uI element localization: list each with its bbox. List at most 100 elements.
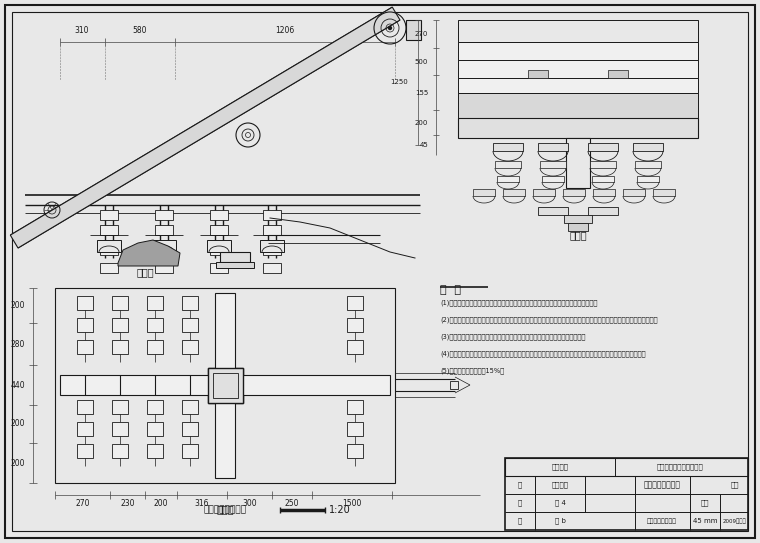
Bar	[458, 93, 698, 118]
Bar	[147, 400, 163, 414]
Bar	[210, 263, 228, 273]
Bar	[347, 296, 363, 310]
Bar	[147, 422, 163, 436]
Bar	[182, 296, 198, 310]
Text: (5)木材含水率不得超过15%。: (5)木材含水率不得超过15%。	[440, 367, 504, 374]
Bar	[347, 444, 363, 458]
Text: 440: 440	[11, 381, 25, 389]
Bar	[112, 296, 128, 310]
Bar	[60, 375, 390, 395]
Bar	[77, 318, 93, 332]
Bar	[533, 189, 555, 196]
Bar	[112, 400, 128, 414]
Bar	[458, 118, 698, 138]
Bar	[588, 207, 618, 215]
Bar	[450, 381, 458, 389]
Bar	[503, 189, 525, 196]
Bar	[347, 340, 363, 354]
Bar	[528, 70, 548, 78]
Bar	[208, 368, 243, 403]
Bar	[182, 400, 198, 414]
Bar	[100, 263, 118, 273]
Bar	[100, 225, 118, 235]
Text: 270: 270	[415, 31, 428, 37]
Bar	[100, 210, 118, 220]
Bar	[406, 20, 421, 40]
Circle shape	[388, 27, 391, 29]
Text: 200: 200	[415, 119, 428, 125]
Bar	[182, 318, 198, 332]
Text: 580: 580	[133, 26, 147, 35]
Bar	[458, 78, 698, 93]
Text: 270: 270	[75, 498, 90, 508]
Bar	[147, 340, 163, 354]
Bar	[97, 240, 121, 252]
Text: 200: 200	[154, 498, 168, 508]
Text: 四川大学建筑设计研究院: 四川大学建筑设计研究院	[657, 464, 703, 470]
Bar	[542, 176, 564, 182]
Bar	[77, 340, 93, 354]
Text: 设: 设	[518, 482, 522, 488]
Text: 方 4: 方 4	[555, 500, 565, 506]
Bar	[263, 225, 281, 235]
Bar	[213, 373, 238, 398]
Bar	[147, 318, 163, 332]
Bar	[635, 161, 661, 168]
Polygon shape	[118, 240, 180, 266]
Text: 正立面: 正立面	[569, 230, 587, 240]
Bar	[347, 400, 363, 414]
Text: 比例: 比例	[701, 500, 709, 506]
Text: 230: 230	[120, 498, 135, 508]
Bar	[147, 444, 163, 458]
Text: 200: 200	[11, 420, 25, 428]
Text: 250: 250	[285, 498, 299, 508]
Text: 戏楼心间拱头大样: 戏楼心间拱头大样	[644, 481, 680, 489]
Text: 1206: 1206	[275, 26, 295, 35]
Text: 2009年领月: 2009年领月	[723, 518, 747, 524]
Bar	[590, 161, 616, 168]
Text: 校对人员: 校对人员	[552, 482, 568, 488]
Bar	[538, 207, 568, 215]
Text: (4)所用莲花姿山、杆件、连接件，求尺寸，第工地面凯尺寸不少于应符合国内产品数不得不高于其则造件的拥就。: (4)所用莲花姿山、杆件、连接件，求尺寸，第工地面凯尺寸不少于应符合国内产品数不…	[440, 350, 645, 357]
Bar	[347, 422, 363, 436]
Bar	[263, 210, 281, 220]
Text: 200: 200	[11, 301, 25, 310]
Text: 1500: 1500	[342, 498, 362, 508]
Bar	[633, 143, 663, 151]
Bar	[263, 245, 281, 255]
Bar	[566, 138, 590, 188]
Bar	[182, 444, 198, 458]
Bar	[538, 143, 568, 151]
Bar	[216, 262, 254, 268]
Text: 审: 审	[518, 517, 522, 525]
Text: 45 mm: 45 mm	[693, 518, 717, 524]
Bar	[182, 422, 198, 436]
Bar	[55, 288, 395, 483]
Bar	[155, 225, 173, 235]
Bar	[263, 263, 281, 273]
Text: (1)未注明尺寸者，均按施工图所标尺寸、比例尺寸、标高，等，应遵守各该指定的平面: (1)未注明尺寸者，均按施工图所标尺寸、比例尺寸、标高，等，应遵守各该指定的平面	[440, 299, 597, 306]
Text: 300: 300	[242, 498, 257, 508]
Bar	[608, 70, 628, 78]
Bar	[495, 161, 521, 168]
Bar	[568, 223, 588, 231]
Bar	[210, 225, 228, 235]
Bar	[493, 143, 523, 151]
Bar	[458, 42, 698, 60]
Text: 校: 校	[518, 500, 522, 506]
Bar	[182, 340, 198, 354]
Text: 图号: 图号	[731, 482, 739, 488]
Bar	[215, 293, 235, 478]
Bar	[77, 444, 93, 458]
Bar	[458, 60, 698, 78]
Text: 280: 280	[11, 339, 25, 349]
Polygon shape	[11, 7, 400, 248]
Bar	[155, 210, 173, 220]
Text: 仰视图: 仰视图	[216, 504, 234, 514]
Text: 500: 500	[415, 59, 428, 65]
Bar	[473, 189, 495, 196]
Bar	[458, 20, 698, 42]
Bar	[563, 189, 585, 196]
Bar	[147, 296, 163, 310]
Text: 1250: 1250	[390, 79, 408, 85]
